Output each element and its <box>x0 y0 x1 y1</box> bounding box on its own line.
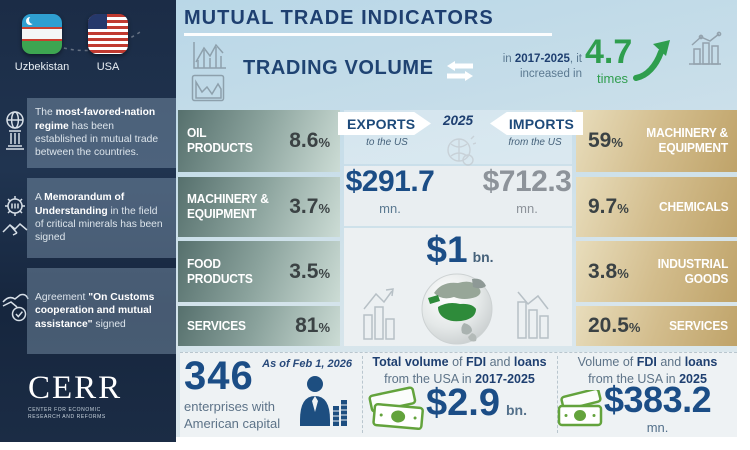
page-title: MUTUAL TRADE INDICATORS <box>184 7 494 29</box>
exports-sublabel: to the US <box>366 137 408 148</box>
import-structure-row: 59% MACHINERY & EQUIPMENT <box>576 110 737 172</box>
category-label: CHEMICALS <box>658 198 729 214</box>
category-label: MACHINERY & EQUIPMENT <box>646 125 728 155</box>
title-underline <box>184 33 552 36</box>
exports-arrow: EXPORTS <box>338 112 431 135</box>
cerr-logo-wordmark: CERR <box>28 370 123 406</box>
fact-text: Agreement "On Customs cooperation and mu… <box>35 291 155 330</box>
category-label: OIL PRODUCTS <box>187 125 253 155</box>
category-value: 59% <box>588 129 623 152</box>
customs-handshake-check-icon <box>2 293 29 322</box>
category-value: 3.8% <box>588 259 629 283</box>
trading-volume-heading: TRADING VOLUME <box>243 57 434 79</box>
fdi-total-value: $2.9 bn. <box>426 382 527 424</box>
imports-arrow: IMPORTS <box>490 112 583 135</box>
imports-value: $712.3 mn. <box>482 165 572 216</box>
country-label-uzbekistan: Uzbekistan <box>14 61 70 73</box>
fact-card-mou: A Memorandum of Understanding in the fie… <box>27 178 176 258</box>
as-of-date: As of Feb 1, 2026 <box>262 358 352 370</box>
money-icon <box>557 390 603 427</box>
enterprises-count: 346 <box>184 354 254 398</box>
fact-text: The most-favored-nation regime has been … <box>35 107 159 159</box>
usa-flag-icon <box>88 14 128 54</box>
money-icon <box>368 386 424 431</box>
bar-trend-icon <box>689 31 722 65</box>
businessman-chart-icon <box>300 376 347 426</box>
category-label: SERVICES <box>669 317 728 333</box>
category-value: 3.7% <box>289 195 330 218</box>
flows-values-panel <box>344 166 572 226</box>
uzbekistan-flag-icon <box>22 14 62 54</box>
imports-sublabel: from the US <box>508 137 562 148</box>
swap-arrows-icon <box>447 61 473 81</box>
import-structure-row: 9.7% CHEMICALS <box>576 177 737 237</box>
category-value: 20.5% <box>588 314 641 337</box>
bars-up-icon <box>363 288 395 340</box>
export-structure-row: OIL PRODUCTS 8.6% <box>178 110 340 172</box>
line-chart-icon <box>193 42 226 69</box>
category-value: 9.7% <box>588 195 629 218</box>
enterprises-caption: enterprises with American capital <box>184 399 281 431</box>
growth-multiplier-unit: times <box>597 71 629 86</box>
category-label: SERVICES <box>187 317 246 333</box>
category-label: FOOD PRODUCTS <box>187 255 253 286</box>
exports-label: EXPORTS <box>347 115 416 132</box>
fact-card-customs: Agreement "On Customs cooperation and mu… <box>27 268 176 354</box>
growth-multiplier: 4.7 <box>585 33 633 71</box>
import-structure-row: 3.8% INDUSTRIAL GOODS <box>576 241 737 302</box>
globe-usa-icon <box>421 273 493 345</box>
export-structure-row: FOOD PRODUCTS 3.5% <box>178 241 340 302</box>
country-label-usa: USA <box>96 61 120 73</box>
growth-arrow-icon <box>633 40 670 81</box>
route-arc <box>31 31 141 52</box>
bottom-panel <box>180 352 737 437</box>
sidebar: Uzbekistan USA The most-favored-nation r… <box>0 0 176 442</box>
year-label: 2025 <box>442 113 474 128</box>
fdi-year-value: $383.2 mn. <box>604 379 712 435</box>
cerr-logo-caption: CENTER FOR ECONOMIC RESEARCH AND REFORMS <box>28 407 106 420</box>
export-structure-row: MACHINERY & EQUIPMENT 3.7% <box>178 177 340 237</box>
fdi-total-caption: Total volume of FDI and loans from the U… <box>372 355 547 386</box>
fact-card-mfn: The most-favored-nation regime has been … <box>27 98 176 168</box>
area-chart-icon <box>191 74 225 102</box>
category-label: MACHINERY & EQUIPMENT <box>187 191 269 221</box>
bars-down-icon <box>517 291 549 339</box>
cerr-logo: CERR CENTER FOR ECONOMIC RESEARCH AND RE… <box>28 372 122 420</box>
export-structure-row: SERVICES 81% <box>178 306 340 346</box>
imports-label: IMPORTS <box>508 115 574 132</box>
growth-note: in 2017-2025, it increased in <box>502 53 582 80</box>
panel-separator <box>557 356 558 433</box>
category-value: 3.5% <box>289 259 330 283</box>
globe-coin-icon <box>447 135 476 166</box>
turnover-value: $1 bn. <box>426 229 494 270</box>
monument-globe-icon <box>6 111 24 150</box>
panel-separator <box>362 356 363 433</box>
exports-value: $291.7 mn. <box>345 165 435 216</box>
fdi-year-caption: Volume of FDI and loans from the USA in … <box>577 355 718 386</box>
import-structure-row: 20.5% SERVICES <box>576 306 737 346</box>
category-value: 81% <box>295 314 330 337</box>
category-label: INDUSTRIAL GOODS <box>657 255 728 286</box>
fact-text: A Memorandum of Understanding in the fie… <box>35 192 163 244</box>
gear-handshake-icon <box>2 196 28 236</box>
category-value: 8.6% <box>289 129 330 152</box>
